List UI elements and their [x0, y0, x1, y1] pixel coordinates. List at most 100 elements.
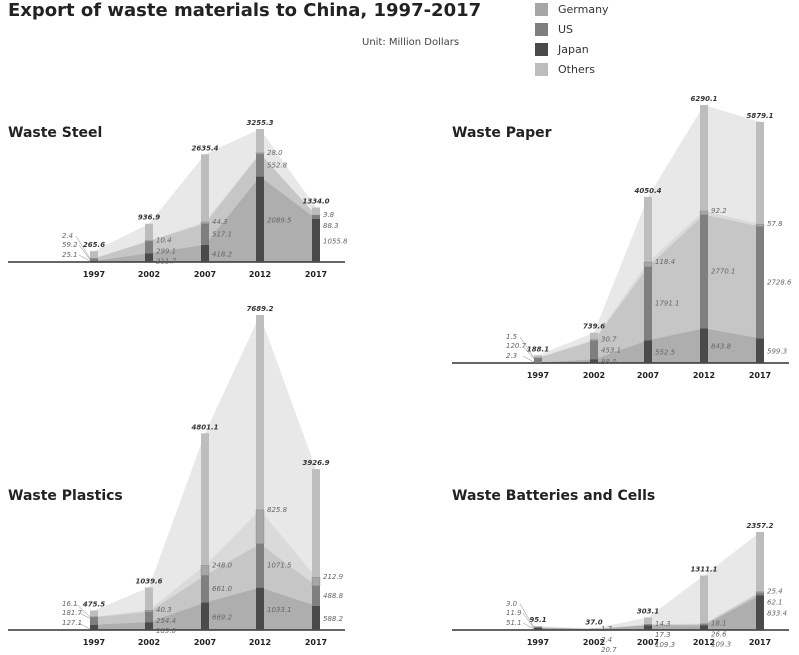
label-plastics-1997-germany: 16.1 — [62, 600, 78, 608]
label-batteries-2012-us: 26.6 — [711, 631, 727, 639]
label-paper-2017-japan: 599.3 — [767, 348, 787, 356]
label-steel-2002-us: 299.1 — [156, 248, 176, 256]
legend-swatch-germany — [535, 3, 548, 16]
total-label-plastics-2002: 1039.6 — [135, 577, 162, 585]
bar-steel-2012-others — [256, 129, 264, 153]
label-batteries-2002-germany: 1.7 — [601, 625, 613, 633]
label-batteries-1997-japan: 51.1 — [506, 619, 522, 627]
bar-steel-1997-us — [90, 258, 98, 261]
bar-plastics-1997-us — [90, 617, 98, 625]
leader-batteries-1997-germany — [519, 603, 535, 628]
year-label-paper-2017: 2017 — [749, 371, 771, 380]
bar-paper-2017-japan — [756, 338, 764, 363]
label-batteries-1997-germany: 3.0 — [506, 600, 518, 608]
bar-batteries-2007-japan — [644, 625, 652, 630]
total-label-paper-2017: 5879.1 — [746, 112, 773, 120]
label-batteries-2012-germany: 18.1 — [711, 620, 727, 628]
label-batteries-2002-us: 2.4 — [601, 636, 612, 644]
bar-steel-2012-japan — [256, 176, 264, 262]
label-batteries-2012-japan: 109.3 — [711, 641, 731, 649]
label-plastics-2012-japan: 1033.1 — [267, 606, 292, 614]
bar-steel-2007-japan — [201, 244, 209, 262]
bar-plastics-2012-germany — [255, 509, 265, 544]
bar-paper-2017-germany — [755, 223, 765, 227]
bar-steel-2017-others — [312, 207, 320, 216]
label-plastics-2017-japan: 588.2 — [323, 615, 344, 623]
label-paper-1997-japan: 2.3 — [506, 352, 517, 360]
label-batteries-2007-us: 17.3 — [655, 631, 671, 639]
leader-paper-1997-japan — [522, 355, 535, 363]
bar-batteries-2007-germany — [643, 623, 653, 625]
panel-title-plastics: Waste Plastics — [8, 488, 123, 504]
legend-swatch-us — [535, 23, 548, 36]
year-label-batteries-2012: 2012 — [693, 638, 715, 647]
bar-paper-2007-others — [644, 196, 652, 263]
leader-steel-1997-us — [78, 244, 91, 260]
year-label-paper-2007: 2007 — [637, 371, 659, 380]
label-paper-2017-us: 2728.6 — [767, 278, 792, 286]
panel-title-steel: Waste Steel — [8, 125, 103, 141]
bar-steel-2017-japan — [312, 218, 320, 262]
year-label-plastics-2017: 2017 — [305, 638, 327, 647]
bar-paper-1997-others — [534, 355, 542, 358]
legend-label-others: Others — [558, 63, 595, 76]
bar-steel-2012-us — [256, 154, 264, 177]
total-label-paper-2002: 739.6 — [583, 323, 605, 331]
bar-paper-2007-germany — [643, 261, 653, 268]
label-plastics-2012-germany: 825.8 — [267, 506, 288, 514]
year-label-paper-2002: 2002 — [583, 371, 605, 380]
total-label-batteries-2012: 1311.1 — [690, 565, 717, 573]
label-plastics-1997-japan: 127.1 — [62, 619, 82, 627]
bar-steel-2007-germany — [200, 221, 210, 224]
label-plastics-2007-germany: 248.0 — [212, 561, 233, 569]
bar-plastics-2007-japan — [201, 602, 209, 630]
total-label-batteries-2002: 37.0 — [585, 618, 602, 626]
bar-batteries-2017-japan — [756, 595, 764, 630]
leader-plastics-1997-germany — [75, 603, 91, 617]
bar-paper-1997-us — [534, 357, 542, 363]
leader-paper-1997-us — [522, 345, 535, 360]
bar-plastics-2002-us — [145, 611, 153, 623]
total-label-paper-2012: 6290.1 — [690, 95, 717, 103]
bar-batteries-2002-japan — [590, 629, 598, 630]
label-paper-2012-japan: 843.8 — [711, 343, 732, 351]
total-label-paper-1997: 188.1 — [527, 345, 549, 353]
label-paper-2002-germany: 30.7 — [601, 336, 617, 344]
label-steel-2012-germany: 28.0 — [267, 149, 283, 157]
label-paper-1997-us: 120.7 — [506, 342, 527, 350]
bar-plastics-2002-japan — [145, 622, 153, 630]
bar-batteries-2012-japan — [700, 625, 708, 630]
label-plastics-2012-us: 1071.5 — [267, 562, 292, 570]
bar-batteries-2017-germany — [755, 591, 765, 593]
total-label-plastics-2012: 7689.2 — [246, 305, 273, 313]
bar-plastics-2017-others — [312, 469, 320, 578]
label-steel-2012-us: 552.8 — [267, 161, 288, 169]
label-steel-2007-us: 517.1 — [212, 230, 232, 238]
leader-steel-1997-japan — [78, 254, 91, 262]
label-plastics-2002-us: 254.4 — [156, 617, 176, 625]
label-batteries-2017-japan: 833.4 — [767, 610, 787, 618]
label-plastics-2017-germany: 212.9 — [323, 573, 344, 581]
year-label-plastics-2012: 2012 — [249, 638, 271, 647]
bar-plastics-2002-germany — [144, 610, 154, 612]
label-paper-2002-japan: 88.0 — [601, 358, 617, 366]
total-label-paper-2007: 4050.4 — [634, 187, 661, 195]
total-label-batteries-2007: 303.1 — [637, 607, 659, 615]
label-batteries-2007-japan: 109.3 — [655, 641, 675, 649]
label-paper-2017-germany: 57.8 — [767, 220, 783, 228]
total-label-steel-2007: 2635.4 — [191, 144, 218, 152]
year-label-steel-2012: 2012 — [249, 270, 271, 279]
bar-plastics-2002-others — [145, 587, 153, 611]
unit-label: Unit: Million Dollars — [362, 37, 460, 48]
label-steel-2002-japan: 211.7 — [156, 258, 177, 266]
label-plastics-2007-japan: 669.2 — [212, 613, 233, 621]
bar-plastics-1997-germany — [89, 616, 99, 618]
label-paper-1997-germany: 1.5 — [506, 333, 518, 341]
legend-label-germany: Germany — [558, 3, 609, 16]
leader-paper-1997-germany — [519, 336, 535, 359]
legend-label-japan: Japan — [558, 43, 589, 56]
total-label-plastics-2017: 3926.9 — [302, 459, 329, 467]
bar-plastics-2007-others — [201, 433, 209, 566]
label-steel-2007-germany: 44.3 — [212, 218, 228, 226]
label-plastics-2002-japan: 189.0 — [156, 627, 177, 635]
